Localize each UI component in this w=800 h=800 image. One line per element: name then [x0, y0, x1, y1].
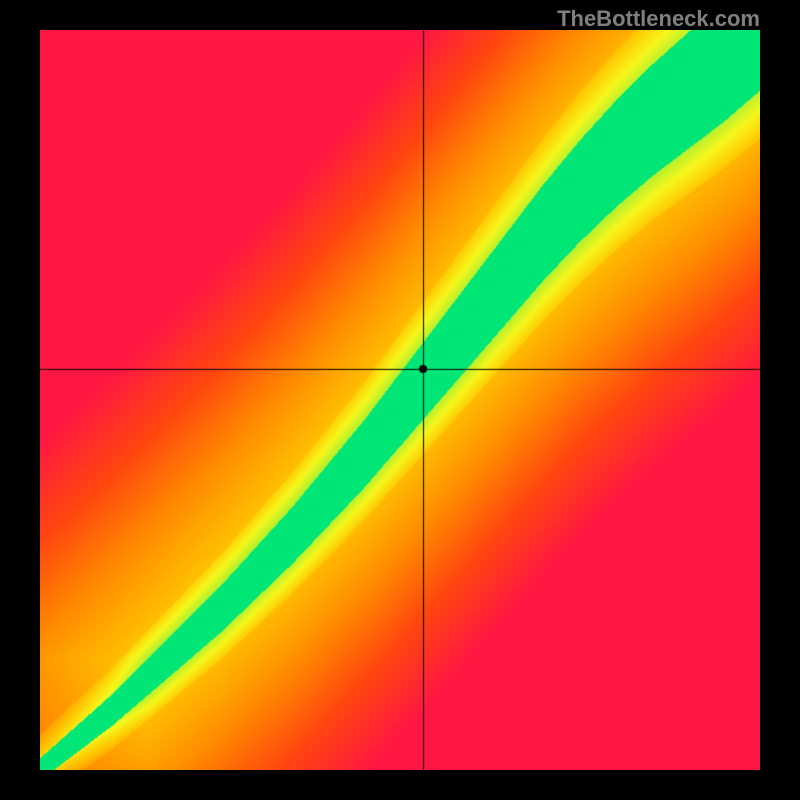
- watermark-text: TheBottleneck.com: [557, 6, 760, 32]
- chart-container: TheBottleneck.com: [0, 0, 800, 800]
- bottleneck-heatmap: [40, 30, 760, 770]
